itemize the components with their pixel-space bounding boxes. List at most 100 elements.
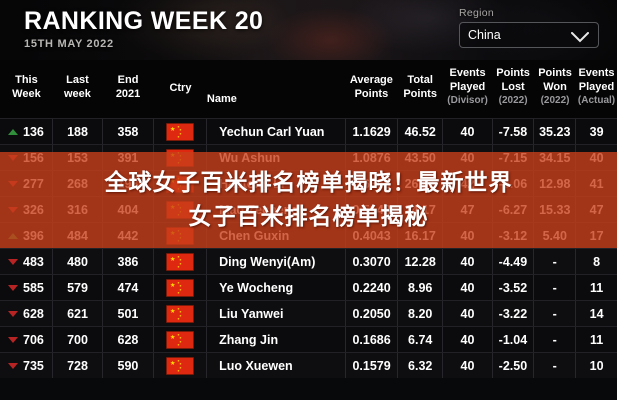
cell-last-week: 700	[53, 327, 103, 352]
cell-last-week: 188	[53, 119, 103, 144]
rank-value: 483	[23, 254, 44, 269]
cell-country	[154, 327, 208, 352]
cell-end-2021: 474	[103, 275, 155, 300]
cell-events-played-actual: 47	[589, 202, 604, 217]
cell-total-points: 46.52	[398, 119, 444, 144]
cell-events-played-actual: 40	[589, 150, 604, 165]
column-header-points-won[interactable]: Points Won (2022)	[534, 60, 576, 118]
column-header-line2: Won	[543, 80, 567, 93]
cell-average-points: 0.4043	[346, 223, 398, 248]
column-header-line2: week	[64, 87, 91, 100]
table-row[interactable]: 156 153 391 Wu Ashun 1.0876 43.50 40 -7.15 34.15…	[0, 144, 617, 170]
chevron-down-icon	[571, 30, 589, 48]
cell-points-won: -	[534, 327, 577, 352]
cell-end-2021: 590	[103, 353, 155, 378]
column-header-events-played-divisor[interactable]: Events Played (Divisor)	[443, 60, 492, 118]
cell-events-played-divisor: 40	[443, 353, 493, 378]
region-filter: Region China	[459, 7, 599, 48]
china-flag-icon	[166, 278, 195, 297]
table-row[interactable]: 483 480 386 Ding Wenyi(Am) 0.3070 12.28 40 -4.4…	[0, 248, 617, 274]
cell-points-won: -	[534, 249, 577, 274]
cell-country	[154, 275, 208, 300]
cell-events-played-actual: 39	[589, 124, 604, 139]
cell-last-week: 484	[53, 223, 103, 248]
cell-name: Wu Ashun	[207, 145, 347, 170]
table-row[interactable]: 326 316 404 Mao Zecheng 0.5143 24.17 47 -6.27 15…	[0, 196, 617, 222]
column-header-total-points[interactable]: Total Points	[397, 60, 443, 118]
cell-last-week: 316	[53, 197, 103, 222]
cell-points-won: 34.15	[534, 145, 577, 170]
cell-average-points: 0.3070	[346, 249, 398, 274]
table-row[interactable]: 706 700 628 Zhang Jin 0.1686 6.74 40 -1.04-11	[0, 326, 617, 352]
cell-average-points: 1.1629	[346, 119, 398, 144]
cell-points-lost: -1.04	[493, 327, 535, 352]
china-flag-icon	[166, 174, 195, 193]
cell-name: Mao Zecheng	[207, 197, 347, 222]
table-row[interactable]: 585 579 474 Ye Wocheng 0.2240 8.96 40 -3.52-11	[0, 274, 617, 300]
cell-name: Luo Xuewen	[207, 353, 347, 378]
cell-this-week: 483	[0, 249, 54, 274]
cell-points-lost: -2.50	[493, 353, 535, 378]
trend-down-icon	[8, 310, 18, 317]
cell-this-week: 136	[0, 119, 54, 144]
cell-events-played-divisor: 40	[443, 119, 493, 144]
cell-this-week: 277	[0, 171, 54, 196]
table-row[interactable]: 136 188 358 Yechun Carl Yuan 1.1629 46.52 40 -7…	[0, 118, 617, 144]
column-header-line1: Points	[496, 67, 530, 79]
column-header-events-played-actual[interactable]: Events Played (Actual)	[576, 60, 617, 118]
trend-down-icon	[8, 206, 18, 213]
cell-average-points: 1.0876	[346, 145, 398, 170]
trend-down-icon	[8, 258, 18, 265]
column-header-line2: 2021	[115, 87, 141, 100]
cell-last-week: 268	[53, 171, 103, 196]
cell-name: Zhang Jin	[207, 327, 347, 352]
cell-last-week: 621	[53, 301, 103, 326]
cell-name: Liu Yanwei	[207, 301, 347, 326]
china-flag-icon	[166, 304, 195, 323]
cell-this-week: 706	[0, 327, 54, 352]
column-header-last-week[interactable]: Last week	[53, 60, 102, 118]
table-header-row: This Week Last week End 2021 Ctry Name Average Po…	[0, 60, 617, 118]
rank-value: 277	[23, 176, 44, 191]
cell-end-2021: 501	[103, 301, 155, 326]
cell-points-lost: -4.49	[493, 249, 535, 274]
region-select[interactable]: China	[459, 22, 599, 48]
column-header-points-lost[interactable]: Points Lost (2022)	[492, 60, 534, 118]
china-flag-icon	[166, 356, 195, 375]
trend-down-icon	[8, 180, 18, 187]
column-header-name[interactable]: Name	[207, 60, 346, 118]
china-flag-icon	[166, 122, 195, 141]
cell-events-played-actual: 10	[589, 358, 604, 373]
cell-events-played-actual: 8	[593, 254, 601, 269]
cell-points-won: -	[534, 275, 577, 300]
column-header-end-2021[interactable]: End 2021	[102, 60, 154, 118]
column-header-average-points[interactable]: Average Points	[345, 60, 397, 118]
column-header-this-week[interactable]: This Week	[0, 60, 53, 118]
table-row[interactable]: 277 268 198 Haotong Li 0.6335 26.61 42 -5.06 12.…	[0, 170, 617, 196]
cell-events-played-divisor: 40	[443, 301, 493, 326]
cell-this-week: 585	[0, 275, 54, 300]
column-header-country[interactable]: Ctry	[154, 60, 207, 118]
cell-total-points: 8.96	[398, 275, 444, 300]
table-row[interactable]: 735 728 590 Luo Xuewen 0.1579 6.32 40 -2.50-10	[0, 352, 617, 378]
column-header-line1: Total	[407, 74, 433, 86]
cell-points-lost: -7.15	[493, 145, 535, 170]
cell-country	[154, 223, 208, 248]
cell-country	[154, 249, 208, 274]
cell-points-lost: -5.06	[493, 171, 535, 196]
column-header-line1: Name	[206, 93, 237, 106]
table-row[interactable]: 628 621 501 Liu Yanwei 0.2050 8.20 40 -3.22-14	[0, 300, 617, 326]
column-header-line1: This	[15, 74, 38, 86]
rank-value: 156	[23, 150, 44, 165]
cell-points-lost: -7.58	[493, 119, 535, 144]
cell-average-points: 0.1579	[346, 353, 398, 378]
table-row[interactable]: 396 484 442 Chen Guxin 0.4043 16.17 40 -3.12 5.4…	[0, 222, 617, 248]
cell-points-won: 5.40	[534, 223, 577, 248]
cell-points-won: -	[534, 353, 577, 378]
cell-points-lost: -6.27	[493, 197, 535, 222]
rank-value: 706	[23, 332, 44, 347]
cell-this-week: 156	[0, 145, 54, 170]
china-flag-icon	[166, 330, 195, 349]
trend-up-icon	[8, 232, 18, 239]
